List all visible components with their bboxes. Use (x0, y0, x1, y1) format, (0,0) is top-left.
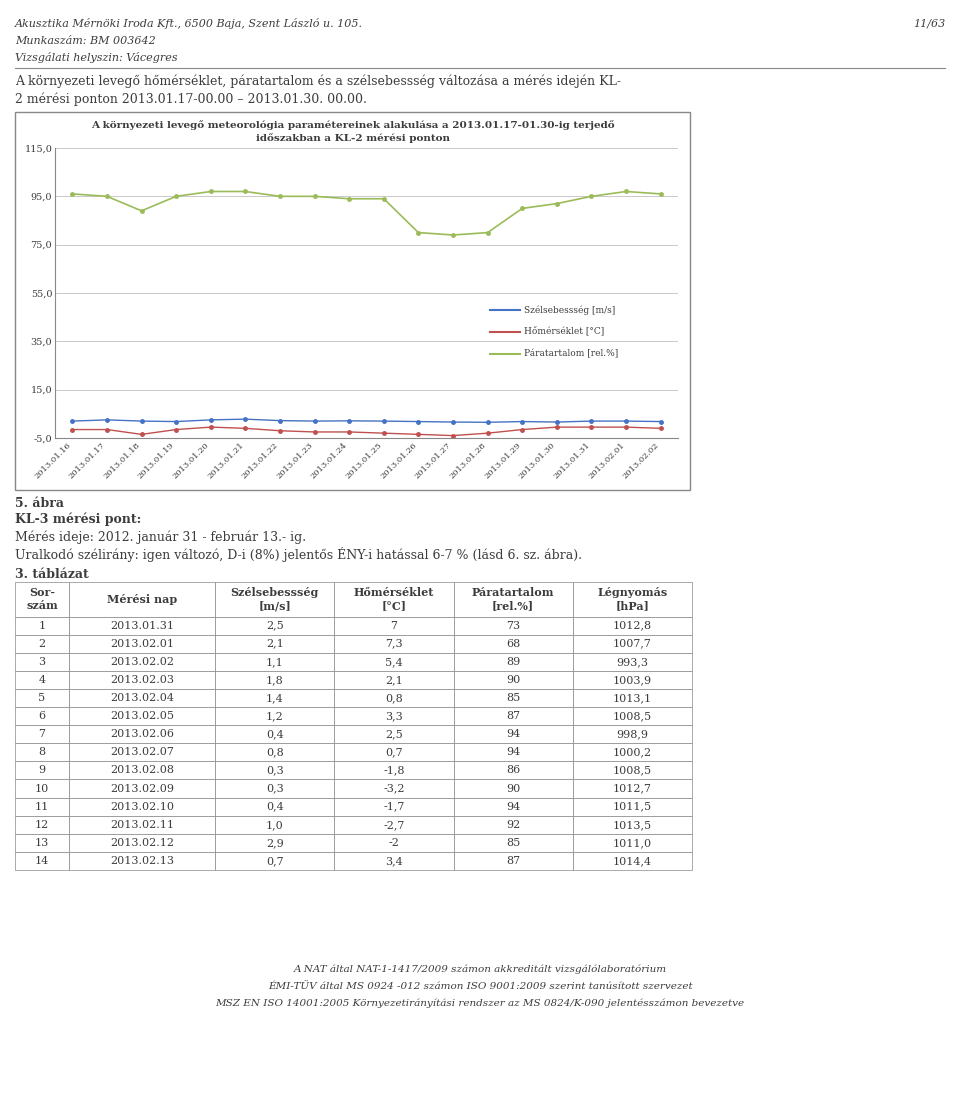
Text: 2 mérési ponton 2013.01.17-00.00 – 2013.01.30. 00.00.: 2 mérési ponton 2013.01.17-00.00 – 2013.… (15, 92, 367, 106)
Text: időszakban a KL-2 mérési ponton: időszakban a KL-2 mérési ponton (255, 133, 449, 143)
Text: KL-3 mérési pont:: KL-3 mérési pont: (15, 514, 141, 527)
Text: 5. ábra: 5. ábra (15, 497, 64, 510)
Text: A környezeti levegő hőmérséklet, páratartalom és a szélsebessség változása a mér: A környezeti levegő hőmérséklet, páratar… (15, 75, 621, 88)
Text: A környezeti levegő meteorológia paramétereinek alakulása a 2013.01.17-01.30-ig : A környezeti levegő meteorológia paramét… (90, 120, 614, 129)
Text: Akusztika Mérnöki Iroda Kft., 6500 Baja, Szent László u. 105.: Akusztika Mérnöki Iroda Kft., 6500 Baja,… (15, 18, 363, 29)
Text: ÉMI-TÜV által MS 0924 -012 számon ISO 9001:2009 szerint tanúsított szervezet: ÉMI-TÜV által MS 0924 -012 számon ISO 90… (268, 983, 692, 991)
Text: Uralkodó szélirány: igen változó, D-i (8%) jelentős ÉNY-i hatással 6-7 % (lásd 6: Uralkodó szélirány: igen változó, D-i (8… (15, 547, 582, 561)
Text: Mérés ideje: 2012. január 31 - február 13.- ig.: Mérés ideje: 2012. január 31 - február 1… (15, 530, 306, 544)
Text: Páratartalom [rel.%]: Páratartalom [rel.%] (524, 350, 618, 359)
Text: Hőmérséklet [°C]: Hőmérséklet [°C] (524, 328, 604, 336)
Text: MSZ EN ISO 14001:2005 Környezetirányítási rendszer az MS 0824/K-090 jelentésszám: MSZ EN ISO 14001:2005 Környezetirányítás… (215, 999, 745, 1008)
Text: 11/63: 11/63 (913, 18, 945, 28)
Text: Vizsgálati helyszin: Vácegres: Vizsgálati helyszin: Vácegres (15, 52, 178, 63)
Text: 3. táblázat: 3. táblázat (15, 568, 88, 582)
Text: Munkaszám: BM 003642: Munkaszám: BM 003642 (15, 36, 156, 46)
Text: A NAT által NAT-1-1417/2009 számon akkreditált vizsgálólaboratórium: A NAT által NAT-1-1417/2009 számon akkre… (294, 965, 666, 975)
Text: Szélsebessség [m/s]: Szélsebessség [m/s] (524, 305, 615, 315)
